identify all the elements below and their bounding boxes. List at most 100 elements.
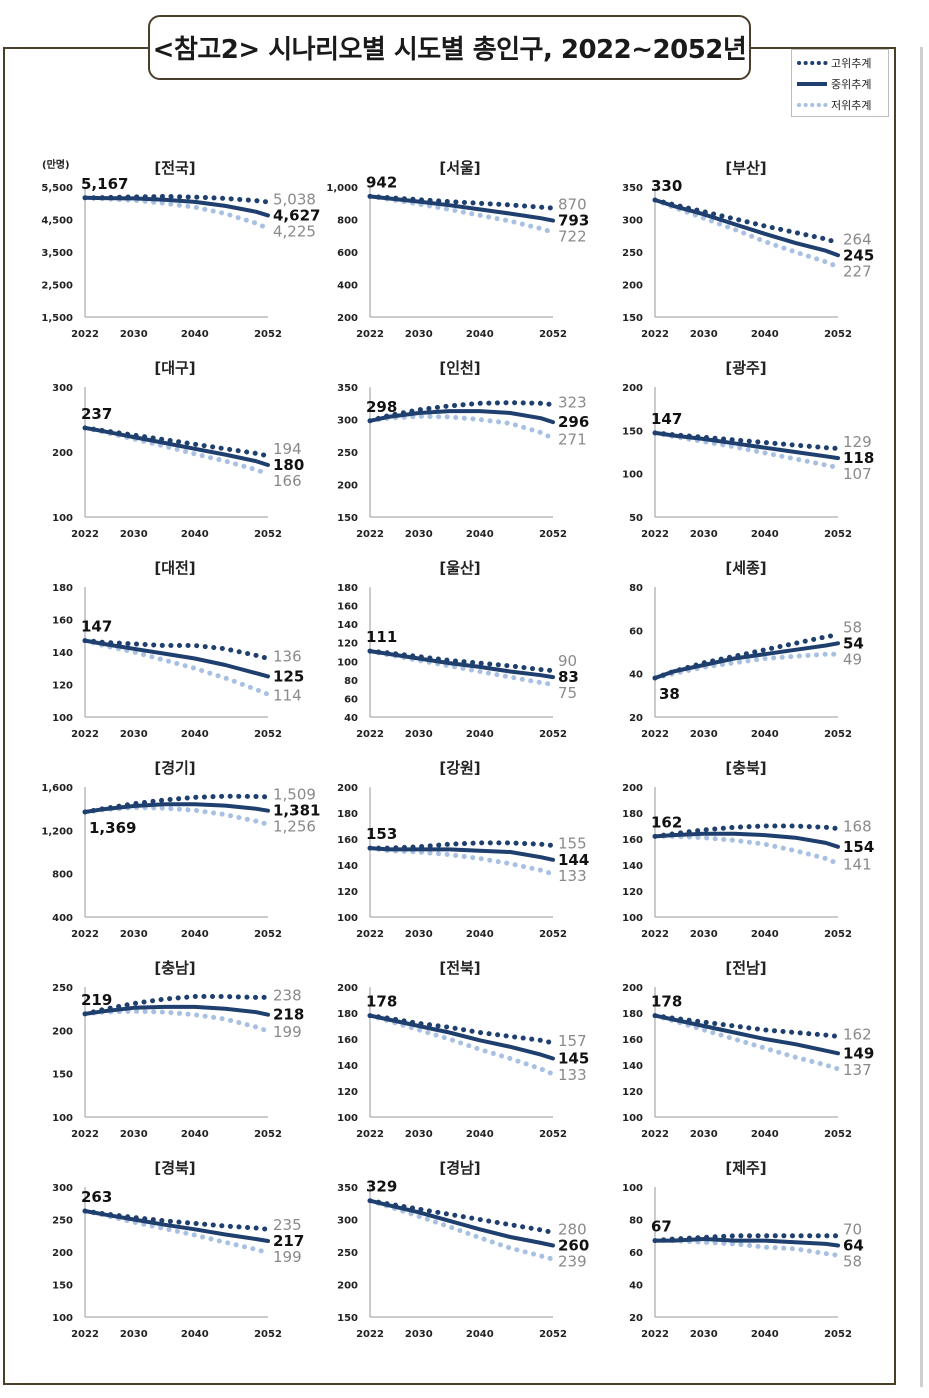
chart-13-ytick-label: 200 <box>52 1026 73 1037</box>
chart-8-end-label-mid: 83 <box>558 668 579 686</box>
chart-7-ytick-label: 140 <box>52 648 73 659</box>
chart-10-xtick-label: 2052 <box>254 929 282 940</box>
chart-7-xtick-label: 2040 <box>181 729 209 740</box>
chart-4-ytick-label: 200 <box>52 448 73 459</box>
chart-15-ytick-label: 180 <box>622 1009 643 1020</box>
chart-8-ytick-label: 60 <box>344 694 358 705</box>
chart-9-ytick-label: 20 <box>629 713 643 724</box>
chart-16-xtick-label: 2040 <box>181 1329 209 1340</box>
chart-1: [전국] 1,500 2,500 3,500 4,500 5,500 2022 2030 204… <box>41 159 320 340</box>
chart-5-start-label: 298 <box>366 398 397 416</box>
chart-17-end-label-low: 239 <box>558 1253 587 1271</box>
chart-2-start-label: 942 <box>366 173 397 191</box>
chart-8-title: [울산] <box>439 559 480 577</box>
chart-17-xtick-label: 2040 <box>466 1329 494 1340</box>
chart-4-xtick-label: 2040 <box>181 529 209 540</box>
chart-16-ytick-label: 300 <box>52 1183 73 1194</box>
chart-17-series-low <box>367 1198 556 1262</box>
chart-1-ytick-label: 3,500 <box>41 248 73 259</box>
chart-15-series-mid <box>653 1013 840 1056</box>
chart-14-ytick-label: 100 <box>337 1113 358 1124</box>
chart-9-title: [세종] <box>725 559 766 577</box>
chart-14-start-label: 178 <box>366 993 397 1011</box>
chart-4-start-label: 237 <box>81 405 112 423</box>
chart-18-ytick-label: 20 <box>629 1313 643 1324</box>
chart-7-xtick-label: 2052 <box>254 729 282 740</box>
unit-label: (만명) <box>42 158 70 171</box>
chart-18-end-label-high: 70 <box>843 1221 862 1239</box>
chart-14-ytick-label: 200 <box>337 983 358 994</box>
chart-2-end-label-low: 722 <box>558 228 587 246</box>
chart-15-xtick-label: 2040 <box>751 1129 779 1140</box>
chart-9-xtick-label: 2030 <box>690 729 718 740</box>
chart-6-xtick-label: 2040 <box>751 529 779 540</box>
chart-16-end-label-high: 235 <box>273 1216 302 1234</box>
chart-16-series-mid <box>83 1209 270 1243</box>
chart-1-start-label: 5,167 <box>81 175 128 193</box>
chart-10-ytick-label: 400 <box>52 913 73 924</box>
chart-15-ytick-label: 120 <box>622 1087 643 1098</box>
chart-14: [전북] 100 120 140 160 180 200 2022 2030 2040 2052 17… <box>337 959 589 1140</box>
chart-12-ytick-label: 120 <box>622 887 643 898</box>
chart-13-xtick-label: 2030 <box>120 1129 148 1140</box>
chart-18-xtick-label: 2030 <box>690 1329 718 1340</box>
chart-16-end-label-mid: 217 <box>273 1232 304 1250</box>
chart-3-ytick-label: 200 <box>622 281 643 292</box>
chart-11-end-label-high: 155 <box>558 835 587 853</box>
chart-5-end-label-mid: 296 <box>558 413 589 431</box>
chart-11-end-label-mid: 144 <box>558 851 589 869</box>
chart-5-ytick-label: 300 <box>337 416 358 427</box>
chart-10-end-label-low: 1,256 <box>273 818 316 836</box>
chart-5-end-label-high: 323 <box>558 394 587 412</box>
chart-7-end-label-mid: 125 <box>273 667 304 685</box>
chart-17-ytick-label: 200 <box>337 1281 358 1292</box>
chart-9-series-low <box>652 651 841 681</box>
chart-15-series-low <box>652 1013 841 1072</box>
chart-14-end-label-mid: 145 <box>558 1050 589 1068</box>
chart-12-start-label: 162 <box>651 813 682 831</box>
chart-6: [광주] 50 100 150 200 2022 2030 2040 2052 147 129118… <box>622 359 874 540</box>
chart-9-end-label-high: 58 <box>843 618 862 636</box>
chart-18-ytick-label: 60 <box>629 1248 643 1259</box>
chart-17-xtick-label: 2030 <box>405 1329 433 1340</box>
chart-16-ytick-label: 250 <box>52 1216 73 1227</box>
chart-1-ytick-label: 2,500 <box>41 281 73 292</box>
chart-5-ytick-label: 250 <box>337 448 358 459</box>
chart-18-ytick-label: 100 <box>622 1183 643 1194</box>
chart-1-end-label-low: 4,225 <box>273 222 316 240</box>
chart-10-end-label-high: 1,509 <box>273 786 316 804</box>
chart-8-xtick-label: 2030 <box>405 729 433 740</box>
chart-14-ytick-label: 120 <box>337 1087 358 1098</box>
chart-8-ytick-label: 180 <box>337 583 358 594</box>
chart-7-title: [대전] <box>154 559 195 577</box>
chart-1-end-label-high: 5,038 <box>273 190 316 208</box>
chart-4-xtick-label: 2022 <box>71 529 99 540</box>
chart-3-end-label-high: 264 <box>843 230 872 248</box>
chart-9-xtick-label: 2040 <box>751 729 779 740</box>
chart-6-ytick-label: 100 <box>622 470 643 481</box>
chart-3-start-label: 330 <box>651 177 682 195</box>
chart-4: [대구] 100 200 300 2022 2030 2040 2052 237 19418016… <box>52 359 304 540</box>
chart-1-ytick-label: 5,500 <box>41 183 73 194</box>
chart-9-end-label-low: 49 <box>843 650 862 668</box>
chart-15-start-label: 178 <box>651 993 682 1011</box>
chart-12-xtick-label: 2052 <box>824 929 852 940</box>
chart-2-ytick-label: 400 <box>337 281 358 292</box>
chart-2-xtick-label: 2022 <box>356 329 384 340</box>
chart-5-ytick-label: 200 <box>337 481 358 492</box>
chart-1-xtick-label: 2052 <box>254 329 282 340</box>
chart-17-ytick-label: 250 <box>337 1248 358 1259</box>
chart-2-end-label-mid: 793 <box>558 212 589 230</box>
chart-10-xtick-label: 2030 <box>120 929 148 940</box>
chart-12-xtick-label: 2040 <box>751 929 779 940</box>
chart-1-end-label-mid: 4,627 <box>273 206 320 224</box>
chart-14-title: [전북] <box>439 959 480 977</box>
chart-12-ytick-label: 140 <box>622 861 643 872</box>
chart-12-ytick-label: 180 <box>622 809 643 820</box>
chart-3-ytick-label: 250 <box>622 248 643 259</box>
chart-10-ytick-label: 800 <box>52 870 73 881</box>
chart-11-series-high <box>367 840 556 851</box>
chart-2-ytick-label: 800 <box>337 216 358 227</box>
chart-9-start-label: 38 <box>659 685 680 703</box>
chart-18-xtick-label: 2040 <box>751 1329 779 1340</box>
